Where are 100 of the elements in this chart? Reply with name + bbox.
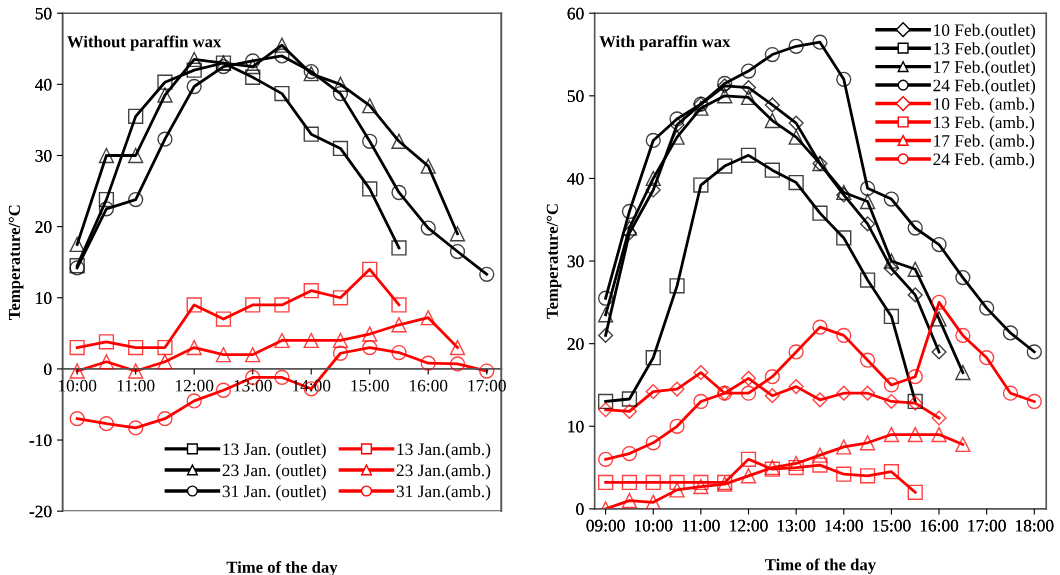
point [907,426,923,443]
point [860,385,876,401]
point [420,355,436,371]
point [883,191,900,207]
legend-label: 24 Feb.(outlet) [933,79,1036,95]
x-tick-label: 10:00 [635,519,673,532]
point [812,34,828,50]
point [391,344,407,361]
point [836,230,852,246]
point [836,466,852,482]
legend-label: 10 Feb.(outlet) [934,23,1036,40]
point [645,384,661,400]
point [332,345,349,361]
point [669,278,685,294]
legend-label: 13 Feb.(outlet) [934,42,1036,58]
point [883,308,900,325]
point [860,216,876,232]
point [215,382,232,398]
point [479,266,495,282]
point [598,402,614,418]
point [449,243,466,260]
point [98,334,115,350]
point [245,53,261,69]
point [812,392,828,408]
point [332,332,349,349]
point [859,435,876,451]
legend-label: 17 Feb.(outlet) [934,60,1036,77]
point [69,411,85,427]
point [98,191,115,208]
legend-label: 17 Feb. (amb.) [934,134,1035,151]
x-axis-title: Time of the day [765,558,876,574]
point [1002,385,1019,401]
legend-label: 24 Feb. (amb.) [933,152,1035,169]
point [859,352,876,368]
point [391,184,407,201]
annotation: With paraffin wax [599,35,731,51]
point [274,37,290,53]
point [391,317,407,333]
point [931,294,947,310]
point [621,445,638,462]
point [98,354,115,370]
point [332,290,349,306]
point [362,181,378,197]
legend-label: 13 Jan. (outlet) [223,442,326,459]
point [128,147,144,164]
point [836,439,852,455]
point [597,393,614,410]
point [717,88,733,104]
point [391,133,407,149]
point [740,147,757,163]
point [931,236,947,253]
point [332,85,349,102]
point [274,297,290,313]
point [883,426,900,443]
y-tick-label: 60 [567,7,584,20]
point [303,332,319,349]
point [420,158,436,174]
point [449,226,466,242]
point [420,310,436,326]
point [621,203,638,220]
point [788,38,804,54]
point [597,451,614,467]
y-tick-label: 10 [568,420,584,433]
point [979,350,995,366]
point [362,326,378,342]
point [391,240,407,256]
legend-label: 13 Feb. (amb.) [934,116,1035,132]
point [788,344,804,360]
point [157,411,173,427]
x-tick-label: 09:00 [586,519,625,532]
point [883,253,900,269]
point [836,385,852,401]
point [740,89,757,106]
point [955,327,971,344]
point [812,457,828,473]
point [332,140,349,157]
y-axis-title: Temperature/°C [8,205,24,320]
point [764,162,780,178]
y-tick-label: 20 [567,338,584,350]
point [931,426,947,443]
x-tick-label: 16:00 [409,379,448,392]
point [669,418,685,434]
point [645,474,661,491]
point [186,51,202,68]
x-tick-label: 11:00 [682,519,720,532]
point [740,370,757,386]
point [764,97,780,113]
point [883,393,899,410]
point [693,474,709,491]
point [621,391,638,407]
point [955,364,971,381]
point [128,420,144,436]
point [907,287,923,303]
point [693,177,709,193]
y-tick-label: 40 [567,172,584,185]
point [449,339,466,356]
point [362,339,378,356]
point [157,74,173,90]
point [449,356,466,372]
y-axis-title: Temperature/°C [546,204,562,319]
